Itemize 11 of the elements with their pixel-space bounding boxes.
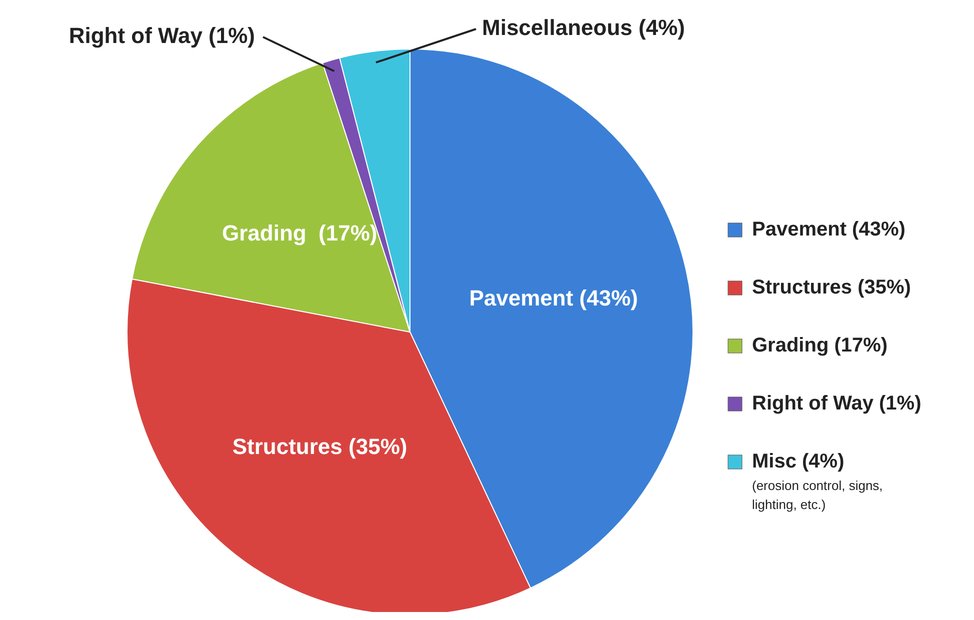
legend-label: Pavement (43%) [752, 218, 906, 240]
legend-label: Grading (17%) [752, 334, 888, 356]
data-label: Grading (17%) [222, 220, 378, 246]
data-label: Miscellaneous (4%) [482, 15, 685, 40]
legend-label: Right of Way (1%) [752, 392, 922, 414]
data-label: Pavement (43%) [469, 286, 638, 311]
legend-label: Structures (35%) [752, 276, 911, 298]
data-label: Right of Way (1%) [68, 23, 255, 48]
data-label: Structures (35%) [232, 434, 408, 460]
text: (erosion control, signs, lighting, etc.) [752, 478, 883, 512]
legend-label: Misc (4%) [752, 450, 844, 472]
